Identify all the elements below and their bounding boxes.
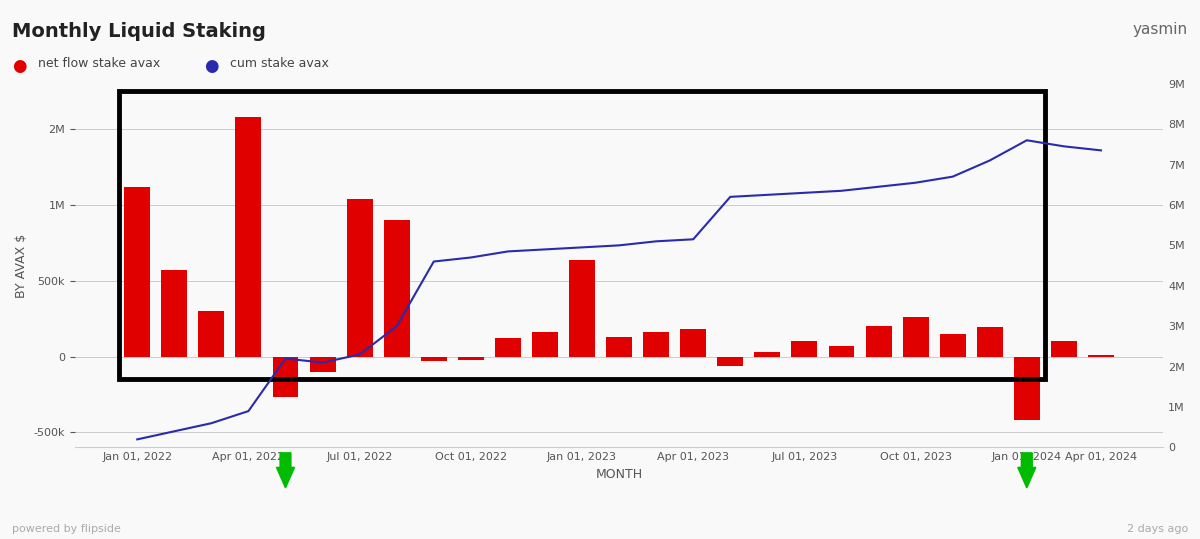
Text: 2 days ago: 2 days ago (1127, 523, 1188, 534)
Bar (532, 332, 558, 356)
Bar (1051, 341, 1076, 356)
X-axis label: MONTH: MONTH (595, 468, 643, 481)
Text: Monthly Liquid Staking: Monthly Liquid Staking (12, 22, 266, 40)
Bar (125, 186, 150, 356)
Bar (198, 311, 224, 356)
Bar (718, 356, 743, 365)
Bar (792, 341, 817, 356)
Bar (828, 346, 854, 356)
Bar (865, 326, 892, 356)
Bar (977, 327, 1003, 356)
Bar (272, 356, 299, 397)
Bar (458, 356, 484, 360)
Bar (680, 329, 706, 356)
Y-axis label: BY AVAX $: BY AVAX $ (14, 233, 28, 298)
Bar (421, 356, 446, 361)
Bar (310, 356, 336, 372)
Bar (940, 334, 966, 356)
Bar (643, 332, 670, 356)
Bar (161, 270, 187, 356)
Bar (755, 352, 780, 356)
Text: cum stake avax: cum stake avax (230, 57, 329, 70)
Text: ●: ● (12, 57, 26, 74)
Text: powered by flipside: powered by flipside (12, 523, 121, 534)
Bar (1014, 356, 1039, 420)
Text: ●: ● (204, 57, 218, 74)
Bar (1088, 355, 1114, 356)
Bar (902, 317, 929, 356)
Text: net flow stake avax: net flow stake avax (38, 57, 161, 70)
Bar (494, 338, 521, 356)
Bar (347, 199, 372, 356)
Bar (569, 259, 595, 356)
Bar (606, 337, 632, 356)
Text: yasmin: yasmin (1133, 22, 1188, 37)
Bar (235, 117, 262, 356)
Bar (119, 91, 1045, 379)
Bar (384, 220, 409, 356)
